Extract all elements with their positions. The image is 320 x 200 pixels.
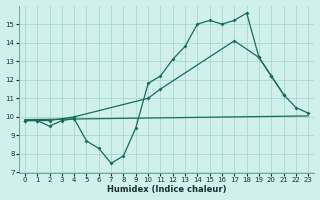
X-axis label: Humidex (Indice chaleur): Humidex (Indice chaleur) xyxy=(107,185,226,194)
